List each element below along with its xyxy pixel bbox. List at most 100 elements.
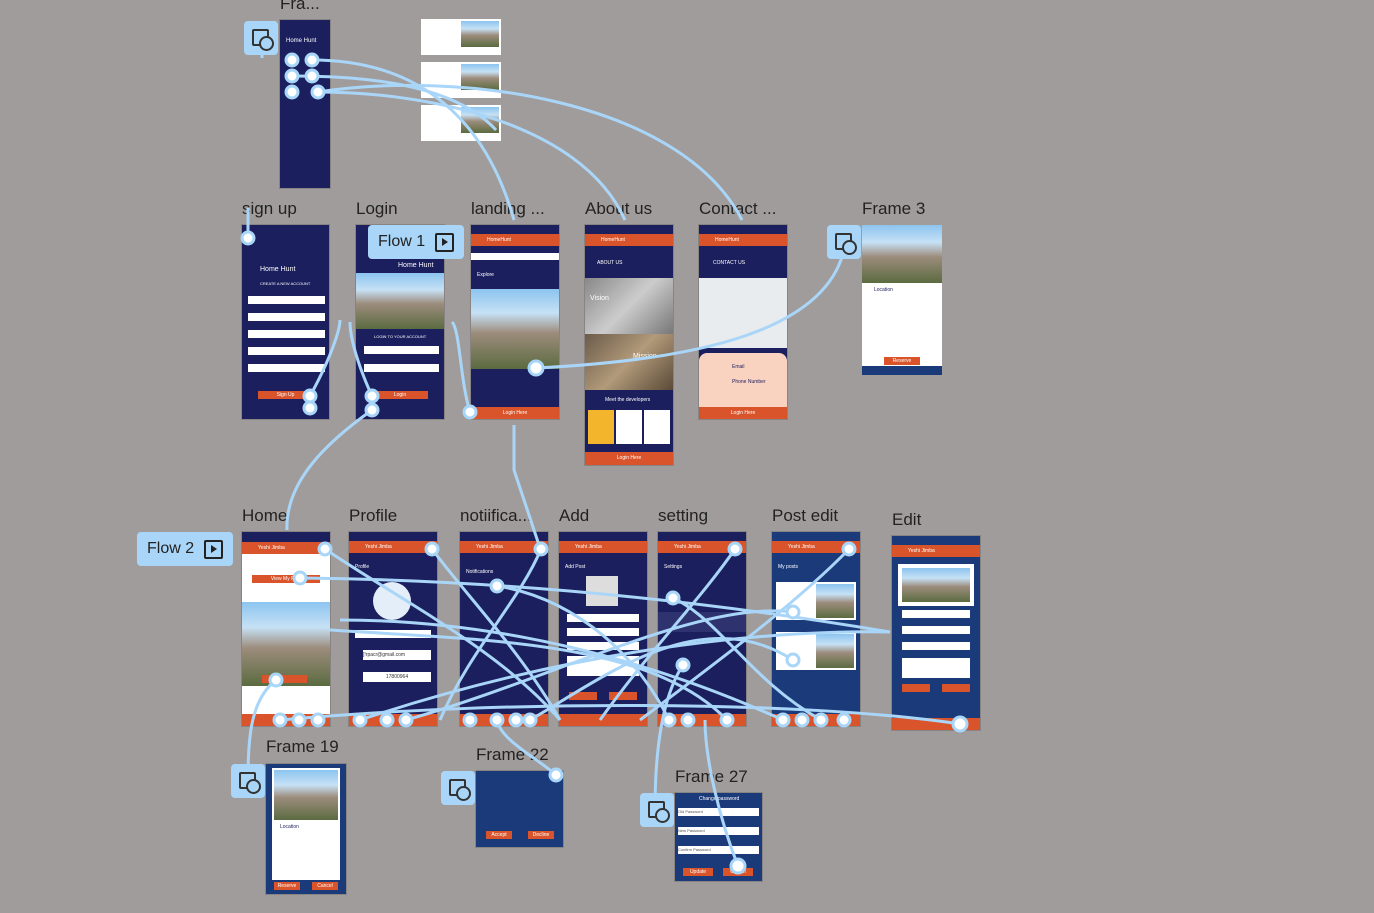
landing-login-here[interactable]: Login Here xyxy=(471,407,559,419)
add-field-3[interactable] xyxy=(567,642,639,650)
add-cancel-button[interactable] xyxy=(569,692,597,700)
add-title: Add Post xyxy=(565,564,586,570)
login-username-field[interactable] xyxy=(364,346,439,354)
frame-landing[interactable]: HomeHunt Explore Login Here xyxy=(471,225,559,419)
frame3[interactable]: Location Reserve xyxy=(862,225,942,375)
add-navbar[interactable] xyxy=(559,714,647,726)
edit-save-button[interactable] xyxy=(942,684,970,692)
notifications-navbar[interactable] xyxy=(460,714,548,726)
add-field-2[interactable] xyxy=(567,628,639,636)
play-icon[interactable] xyxy=(435,232,455,252)
start-point-icon[interactable] xyxy=(640,793,674,827)
landing-filter-bar[interactable] xyxy=(471,253,559,260)
contact-map[interactable] xyxy=(699,278,787,348)
frame3-reserve[interactable]: Reserve xyxy=(884,357,920,365)
profile-email-field[interactable]: [!rpacr@gmail.com xyxy=(363,650,431,660)
profile-avatar[interactable] xyxy=(373,582,411,620)
edit-navbar[interactable] xyxy=(892,718,980,730)
frame-label-landing[interactable]: landing ... xyxy=(471,199,545,218)
frame-label-edit[interactable]: Edit xyxy=(892,510,922,529)
start-point-icon[interactable] xyxy=(244,21,278,55)
add-field-1[interactable] xyxy=(567,614,639,622)
frame22[interactable]: Accept Decline xyxy=(476,771,563,847)
frame-label-profile[interactable]: Profile xyxy=(349,506,398,525)
frame-splash[interactable]: Home Hunt xyxy=(280,20,330,188)
frame-label-login[interactable]: Login xyxy=(356,199,398,218)
frame-label-frame27[interactable]: Frame 27 xyxy=(675,767,748,786)
frame27-cancel[interactable]: Cancel xyxy=(723,868,753,876)
frame-home[interactable]: Yeshi Jimba View My Post xyxy=(242,532,330,726)
frame-about[interactable]: HomeHunt ABOUT US Vision Mission Meet th… xyxy=(585,225,673,465)
setting-navbar[interactable] xyxy=(658,714,746,726)
frame19-reserve[interactable]: Reserve xyxy=(274,882,300,890)
frame22-decline[interactable]: Decline xyxy=(528,831,554,839)
edit-cancel-button[interactable] xyxy=(902,684,930,692)
frame27-new-password[interactable]: New Password xyxy=(678,827,759,835)
frame-label-contact[interactable]: Contact ... xyxy=(699,199,777,218)
postedit-card-2[interactable] xyxy=(776,632,856,670)
edit-field-3[interactable] xyxy=(902,642,970,650)
add-field-4[interactable] xyxy=(567,656,639,676)
frame-notifications[interactable]: Yeshi Jimba Notifications xyxy=(460,532,548,726)
about-login-here[interactable]: Login Here xyxy=(585,452,673,465)
frame-label-about[interactable]: About us xyxy=(585,199,653,218)
card-preview-3[interactable] xyxy=(421,105,501,141)
frame-label-notifications[interactable]: notiifica... xyxy=(460,506,532,525)
frame-add[interactable]: Yeshi Jimba Add Post xyxy=(559,532,647,726)
frame-label-frame19[interactable]: Frame 19 xyxy=(266,737,339,756)
frame-label-fra[interactable]: Fra... xyxy=(280,0,320,13)
profile-phone-field[interactable]: 17800964 xyxy=(363,672,431,682)
frame-label-frame3[interactable]: Frame 3 xyxy=(862,199,926,218)
frame-contact[interactable]: HomeHunt CONTACT US Email Phone Number L… xyxy=(699,225,787,419)
card-preview-2[interactable] xyxy=(421,62,501,98)
home-view-my-post[interactable]: View My Post xyxy=(252,575,320,583)
start-point-icon[interactable] xyxy=(827,225,861,259)
start-point-icon[interactable] xyxy=(231,764,265,798)
login-password-field[interactable] xyxy=(364,364,439,372)
frame-label-postedit[interactable]: Post edit xyxy=(772,506,839,525)
postedit-navbar[interactable] xyxy=(772,714,860,726)
frame-label-add[interactable]: Add xyxy=(559,506,590,525)
frame-postedit[interactable]: Yeshi Jimba My posts xyxy=(772,532,860,726)
frame-label-home[interactable]: Home xyxy=(242,506,288,525)
signup-password-field[interactable] xyxy=(248,347,325,355)
profile-name-field[interactable] xyxy=(355,630,431,638)
frame-signup[interactable]: Home Hunt CREATE A NEW ACCOUNT Sign Up xyxy=(242,225,329,419)
card-preview-1[interactable] xyxy=(421,19,501,55)
frame-label-frame22[interactable]: Frame 22 xyxy=(476,745,549,764)
login-button[interactable]: Login xyxy=(372,391,428,399)
frame-setting[interactable]: Yeshi Jimba Settings xyxy=(658,532,746,726)
frame19[interactable]: Location Reserve Cancel xyxy=(266,764,346,894)
frame27[interactable]: Change password Old Password New Passwor… xyxy=(675,793,762,881)
contact-login-here[interactable]: Login Here xyxy=(699,407,787,419)
edit-field-2[interactable] xyxy=(902,626,970,634)
flow-2-tag[interactable]: Flow 2 xyxy=(137,532,234,566)
signup-button[interactable]: Sign Up xyxy=(258,391,313,399)
edit-field-4[interactable] xyxy=(902,658,970,678)
frame-edit[interactable]: Yeshi Jimba xyxy=(892,536,980,730)
edit-image-box[interactable] xyxy=(898,564,974,606)
play-icon[interactable] xyxy=(204,539,224,559)
frame-label-setting[interactable]: setting xyxy=(658,506,709,525)
postedit-card-1[interactable] xyxy=(776,582,856,620)
signup-confirm-field[interactable] xyxy=(248,364,325,372)
frame27-update[interactable]: Update xyxy=(683,868,713,876)
frame27-old-password[interactable]: Old Password xyxy=(678,808,759,816)
add-post-button[interactable] xyxy=(609,692,637,700)
home-navbar[interactable] xyxy=(242,714,330,726)
signup-phone-field[interactable] xyxy=(248,330,325,338)
start-point-icon[interactable] xyxy=(441,771,475,805)
home-view-button[interactable] xyxy=(262,675,307,683)
signup-username-field[interactable] xyxy=(248,296,325,304)
frame-profile[interactable]: Yeshi Jimba Profile [!rpacr@gmail.com 17… xyxy=(349,532,437,726)
frame-label-signup[interactable]: sign up xyxy=(242,199,297,218)
flow-1-tag[interactable]: Flow 1 xyxy=(368,225,465,259)
frame27-confirm-password[interactable]: Confirm Password xyxy=(678,846,759,854)
setting-row[interactable] xyxy=(658,612,746,632)
frame19-cancel[interactable]: Cancel xyxy=(312,882,338,890)
profile-navbar[interactable] xyxy=(349,714,437,726)
edit-field-1[interactable] xyxy=(902,610,970,618)
frame22-accept[interactable]: Accept xyxy=(486,831,512,839)
add-image-upload[interactable] xyxy=(586,576,618,606)
signup-email-field[interactable] xyxy=(248,313,325,321)
